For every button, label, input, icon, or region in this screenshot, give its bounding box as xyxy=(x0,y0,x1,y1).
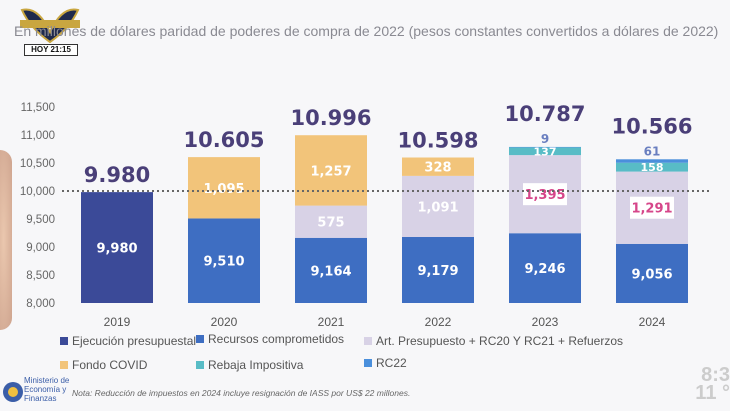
data-label: 9 xyxy=(541,132,549,146)
x-tick-label: 2020 xyxy=(211,315,238,329)
ministry-shield-icon xyxy=(3,382,23,402)
bar-segment xyxy=(295,237,367,303)
logo-badge: HOY 21:15 xyxy=(24,44,78,56)
show-logo xyxy=(18,2,82,54)
bar-segment xyxy=(509,233,581,303)
legend-label: RC22 xyxy=(376,356,407,370)
total-label: 10.598 xyxy=(397,129,478,153)
data-label: 9,164 xyxy=(310,264,351,279)
total-label: 10.996 xyxy=(290,106,371,130)
total-label: 10.787 xyxy=(504,102,585,126)
chart-subtitle: En millones de dólares paridad de podere… xyxy=(14,23,719,39)
legend-item-recursos: Recursos comprometidos xyxy=(196,332,344,346)
y-tick-label: 8,500 xyxy=(26,270,55,282)
data-label: 9,510 xyxy=(203,255,244,270)
footnote: Nota: Reducción de impuestos en 2024 inc… xyxy=(72,388,411,398)
temperature: 11 ° xyxy=(695,382,730,404)
legend-item-rebaja: Rebaja Impositiva xyxy=(196,358,303,372)
y-tick-label: 11,000 xyxy=(21,130,55,142)
legend-swatch xyxy=(60,361,68,369)
data-label: 137 xyxy=(534,145,557,158)
total-label: 9.980 xyxy=(84,163,150,187)
data-label: 9,980 xyxy=(96,242,137,257)
data-label: 9,179 xyxy=(417,264,458,279)
bar-segment xyxy=(616,243,688,303)
ministry-name: Ministerio de Economía y Finanzas xyxy=(24,376,70,403)
label-box xyxy=(523,183,567,206)
legend-swatch xyxy=(364,337,372,345)
bar-segment xyxy=(295,205,367,238)
clock-time: 8:3 xyxy=(701,364,730,386)
legend-label: Ejecución presupuestal xyxy=(72,334,197,348)
data-label: 1,091 xyxy=(417,200,458,215)
legend-item-rc22: RC22 xyxy=(364,356,407,370)
y-tick-label: 9,000 xyxy=(26,242,55,254)
label-box xyxy=(630,196,674,219)
x-tick-label: 2023 xyxy=(532,315,559,329)
data-label: 328 xyxy=(424,161,451,176)
legend-label: Recursos comprometidos xyxy=(208,332,345,346)
legend-swatch xyxy=(196,361,204,369)
data-label: 158 xyxy=(641,161,664,174)
total-label: 10.566 xyxy=(611,114,692,138)
bar-segment xyxy=(295,135,367,206)
legend-item-fondo-covid: Fondo COVID xyxy=(60,358,147,372)
data-label: 61 xyxy=(644,144,661,158)
y-tick-label: 8,000 xyxy=(26,298,55,310)
x-tick-label: 2022 xyxy=(425,315,452,329)
data-label: 575 xyxy=(317,216,344,231)
y-tick-label: 11,500 xyxy=(21,102,55,114)
data-label: 1,095 xyxy=(203,182,244,197)
legend-label: Art. Presupuesto + RC20 Y RC21 + Refuerz… xyxy=(376,334,624,348)
bar-segment xyxy=(402,236,474,303)
legend-swatch xyxy=(196,335,204,343)
data-label: 1,257 xyxy=(310,164,351,179)
y-tick-label: 10,500 xyxy=(20,158,55,170)
bar-segment xyxy=(188,218,260,303)
data-label: 1,395 xyxy=(524,188,565,203)
legend-item-ejecucion: Ejecución presupuestal xyxy=(60,334,196,348)
bar-segment xyxy=(402,175,474,237)
legend-label: Fondo COVID xyxy=(72,358,148,372)
data-label: 9,246 xyxy=(524,262,565,277)
presenter-hand xyxy=(0,150,12,330)
data-label: 1,291 xyxy=(631,202,672,217)
bar-segment xyxy=(402,157,474,176)
bar-segment xyxy=(81,192,153,303)
stacked-bar-chart: 8,000 8,500 9,000 9,500 10,000 10,500 11,000 11… xyxy=(20,102,712,329)
legend-item-art-presupuesto: Art. Presupuesto + RC20 Y RC21 + Refuerz… xyxy=(364,334,623,348)
data-label: 9,056 xyxy=(631,267,672,282)
bar-segment xyxy=(509,147,581,156)
ministry-logo: Ministerio de Economía y Finanzas xyxy=(2,374,72,410)
y-tick-label: 10,000 xyxy=(20,186,55,198)
x-tick-label: 2021 xyxy=(318,315,345,329)
bar-segment xyxy=(188,157,260,219)
y-tick-label: 9,500 xyxy=(26,214,55,226)
bar-segment xyxy=(616,159,688,163)
bar-segment xyxy=(616,162,688,172)
legend-swatch xyxy=(60,337,68,345)
total-label: 10.605 xyxy=(183,128,264,152)
x-tick-label: 2019 xyxy=(104,315,131,329)
legend-label: Rebaja Impositiva xyxy=(208,358,304,372)
legend-swatch xyxy=(364,359,372,367)
x-tick-label: 2024 xyxy=(639,315,666,329)
tv-clock: 8:3 11 ° xyxy=(695,364,730,404)
bar-segment xyxy=(509,146,581,148)
